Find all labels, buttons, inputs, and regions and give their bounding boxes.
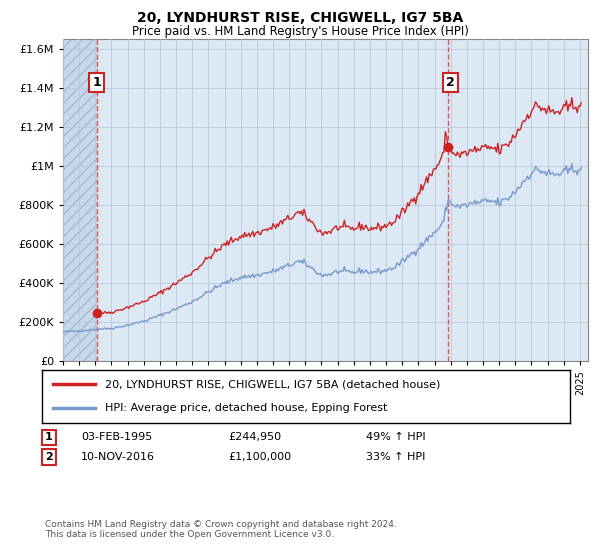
Text: £244,950: £244,950 <box>228 432 281 442</box>
Text: 49% ↑ HPI: 49% ↑ HPI <box>366 432 425 442</box>
Text: Contains HM Land Registry data © Crown copyright and database right 2024.
This d: Contains HM Land Registry data © Crown c… <box>45 520 397 539</box>
Text: 20, LYNDHURST RISE, CHIGWELL, IG7 5BA (detached house): 20, LYNDHURST RISE, CHIGWELL, IG7 5BA (d… <box>106 380 441 390</box>
Text: Price paid vs. HM Land Registry's House Price Index (HPI): Price paid vs. HM Land Registry's House … <box>131 25 469 38</box>
Text: 20, LYNDHURST RISE, CHIGWELL, IG7 5BA: 20, LYNDHURST RISE, CHIGWELL, IG7 5BA <box>137 11 463 25</box>
Text: HPI: Average price, detached house, Epping Forest: HPI: Average price, detached house, Eppi… <box>106 403 388 413</box>
Text: 33% ↑ HPI: 33% ↑ HPI <box>366 452 425 462</box>
Text: 1: 1 <box>45 432 53 442</box>
Text: 10-NOV-2016: 10-NOV-2016 <box>81 452 155 462</box>
Text: 03-FEB-1995: 03-FEB-1995 <box>81 432 152 442</box>
Text: 2: 2 <box>45 452 53 462</box>
Text: 2: 2 <box>446 76 455 89</box>
Text: 1: 1 <box>92 76 101 89</box>
Text: £1,100,000: £1,100,000 <box>228 452 291 462</box>
